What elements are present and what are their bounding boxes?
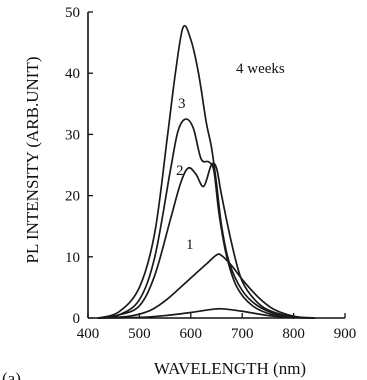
series-line-3 [97,118,316,319]
series-lines [97,24,316,319]
x-axis-ticks: 400 500 600 700 800 900 [77,313,357,342]
series-label-4-weeks: 4 weeks [236,61,285,77]
x-tick-label: 500 [128,326,151,342]
y-axis-title: PL INTENSITY (ARB.UNIT) [23,57,42,264]
series-line-0 [97,307,295,319]
y-axis-ticks: 0 10 20 30 40 50 [65,5,93,327]
x-axis-title: WAVELENGTH (nm) [154,359,306,378]
x-tick-label: 800 [282,326,305,342]
y-tick-label: 50 [65,5,80,21]
x-tick-label: 900 [334,326,357,342]
panel-label: (a) [2,369,21,380]
series-label-2: 2 [176,163,184,179]
x-tick-label: 600 [180,326,203,342]
y-tick-label: 10 [65,250,80,266]
plot-area [87,12,345,319]
y-tick-label: 20 [65,189,80,205]
x-tick-label: 400 [77,326,100,342]
series-label-1: 1 [186,237,194,253]
y-tick-label: 40 [65,66,80,82]
x-tick-label: 700 [231,326,254,342]
series-label-3: 3 [178,96,186,112]
series-line-4 [97,24,316,319]
series-line-2 [97,162,316,319]
y-tick-label: 30 [65,127,80,143]
series-line-1 [97,253,316,319]
y-tick-label: 0 [73,311,81,327]
series-labels: 4 weeks 3 2 1 [176,61,285,253]
